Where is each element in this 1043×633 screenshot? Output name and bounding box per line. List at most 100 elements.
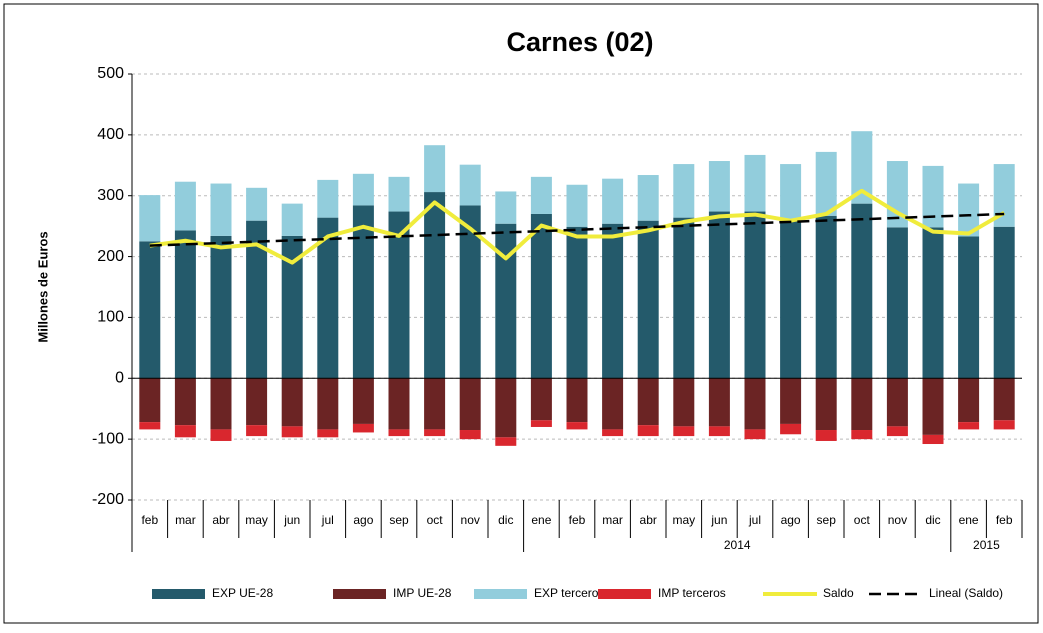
bar xyxy=(495,223,517,379)
bar xyxy=(566,422,588,430)
legend-label: EXP UE-28 xyxy=(212,586,273,600)
bar xyxy=(530,213,552,379)
bar xyxy=(744,378,766,430)
bar xyxy=(352,205,374,379)
bar xyxy=(708,378,730,427)
year-label: 2014 xyxy=(724,538,751,552)
y-tick-label: -200 xyxy=(92,491,124,508)
bar xyxy=(780,164,802,219)
legend-label: EXP terceros xyxy=(534,586,604,600)
x-tick-label: ago xyxy=(781,513,801,527)
bar xyxy=(174,230,196,379)
bar xyxy=(886,227,908,379)
bar xyxy=(424,192,446,379)
x-tick-label: nov xyxy=(888,513,907,527)
bar xyxy=(566,378,588,423)
x-tick-label: oct xyxy=(854,513,871,527)
bar xyxy=(246,425,268,437)
bar xyxy=(922,227,944,379)
bar xyxy=(388,429,410,437)
bar xyxy=(317,378,339,430)
bar xyxy=(744,154,766,212)
bar xyxy=(851,203,873,379)
bar xyxy=(958,183,980,237)
bar xyxy=(352,378,374,424)
bar xyxy=(566,226,588,379)
bar xyxy=(708,161,730,212)
bar xyxy=(424,429,446,437)
x-tick-label: mar xyxy=(602,513,623,527)
legend-label: IMP terceros xyxy=(658,586,726,600)
bar xyxy=(922,165,944,228)
bar xyxy=(281,235,303,379)
legend-swatch xyxy=(333,589,386,599)
bar xyxy=(566,184,588,227)
bar xyxy=(530,378,552,421)
x-tick-label: sep xyxy=(817,513,837,527)
x-tick-label: sep xyxy=(389,513,409,527)
year-label: 2015 xyxy=(973,538,1000,552)
bar xyxy=(281,378,303,427)
bar xyxy=(139,241,161,379)
bar xyxy=(708,426,730,437)
bar xyxy=(317,429,339,438)
bar xyxy=(851,131,873,204)
bar xyxy=(815,430,837,441)
x-tick-label: oct xyxy=(427,513,444,527)
bar xyxy=(139,422,161,430)
bar xyxy=(352,423,374,433)
bar xyxy=(210,429,232,441)
bar xyxy=(815,378,837,431)
bar xyxy=(317,179,339,218)
legend-label: Lineal (Saldo) xyxy=(929,586,1003,600)
y-tick-label: 100 xyxy=(97,309,124,326)
bar xyxy=(602,378,624,430)
legend-label: IMP UE-28 xyxy=(393,586,452,600)
bar xyxy=(174,181,196,231)
bar xyxy=(495,191,517,224)
bar xyxy=(993,164,1015,227)
x-tick-label: may xyxy=(672,513,695,527)
bar xyxy=(993,226,1015,379)
bar xyxy=(495,378,517,438)
legend-swatch xyxy=(598,589,651,599)
bar xyxy=(459,378,481,431)
bar xyxy=(317,217,339,379)
y-tick-label: 400 xyxy=(97,126,124,143)
legend-label: Saldo xyxy=(823,586,854,600)
x-tick-label: jul xyxy=(748,513,761,527)
bar xyxy=(780,423,802,435)
bar xyxy=(459,164,481,206)
bar xyxy=(388,378,410,430)
bar xyxy=(210,183,232,236)
x-tick-label: dic xyxy=(498,513,513,527)
bar xyxy=(530,176,552,214)
line xyxy=(149,188,1006,265)
bar xyxy=(637,220,659,379)
x-tick-label: dic xyxy=(925,513,940,527)
bar xyxy=(673,217,695,379)
bar xyxy=(602,223,624,379)
bar xyxy=(780,218,802,379)
bar xyxy=(459,205,481,379)
x-tick-label: feb xyxy=(141,513,158,527)
bar xyxy=(352,173,374,206)
bar xyxy=(246,220,268,379)
bar xyxy=(708,211,730,379)
line xyxy=(149,212,1005,247)
bar xyxy=(673,378,695,427)
bar xyxy=(851,378,873,431)
bar xyxy=(744,429,766,440)
bar xyxy=(388,211,410,379)
y-tick-label: -100 xyxy=(92,430,124,447)
x-tick-label: mar xyxy=(175,513,196,527)
x-tick-label: ago xyxy=(353,513,373,527)
bar xyxy=(139,195,161,242)
bar xyxy=(281,426,303,438)
bar xyxy=(210,235,232,379)
bar xyxy=(246,187,268,221)
bar xyxy=(139,378,161,423)
bar xyxy=(530,420,552,427)
bar xyxy=(815,151,837,216)
